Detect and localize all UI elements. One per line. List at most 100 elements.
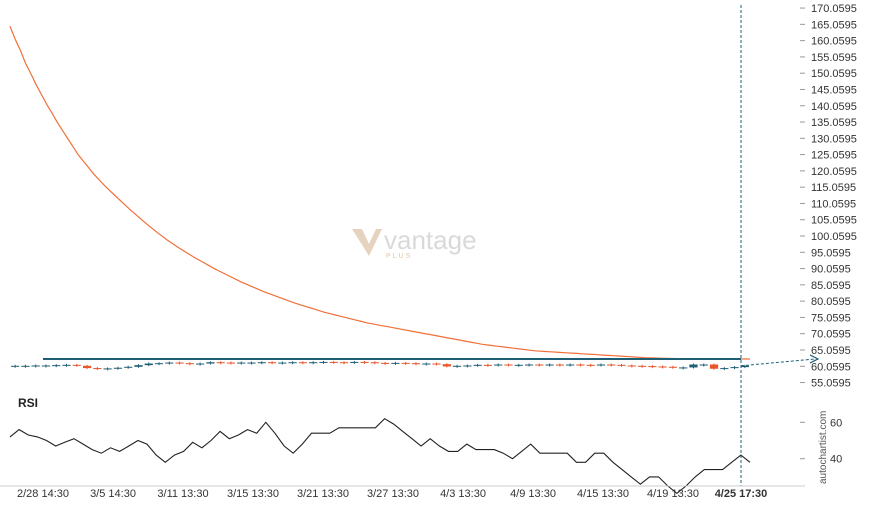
x-tick-label: 4/25 17:30 [715,488,768,500]
candle [432,363,441,365]
candle [31,365,40,367]
candle [267,362,277,364]
y-tick-label: 150.0595 [811,68,857,80]
candle [524,364,534,366]
y-tick-label: 165.0595 [811,19,857,31]
x-tick-label: 2/28 14:30 [17,488,69,500]
candle [401,362,410,364]
candle [514,364,523,366]
y-tick-label: 125.0595 [811,150,857,162]
y-tick-label: 75.0595 [811,312,851,324]
watermark-logo: vantage PLUS [352,225,477,260]
candle [360,361,369,363]
candle [154,363,164,365]
candle [72,364,81,366]
y-tick-label: 135.0595 [811,117,857,129]
projection-line [740,358,816,367]
candle [124,366,133,368]
candle [381,362,390,364]
watermark-text: vantage [384,225,477,255]
rsi-panel-title: RSI [18,396,38,410]
y-tick-label: 140.0595 [811,101,857,113]
y-tick-label: 155.0595 [811,52,857,64]
candle [668,366,678,368]
y-tick-label: 145.0595 [811,84,857,96]
candle [566,364,575,366]
candle [82,365,92,369]
x-tick-label: 3/5 14:30 [90,488,136,500]
candle [699,364,708,366]
candle [391,362,400,364]
y-tick-label: 60.0595 [811,361,851,373]
candle [319,361,328,363]
candle [473,364,482,366]
candle [329,361,338,363]
candle [288,362,297,364]
y-tick-label: 85.0595 [811,280,851,292]
candle [545,364,554,366]
candle [658,366,667,368]
candle [463,365,472,367]
candle [637,365,647,367]
x-tick-label: 4/15 13:30 [577,488,629,500]
candle [730,367,739,369]
candle [41,365,51,367]
brand-label: autochartist.com [818,411,829,484]
candle [689,364,698,368]
rsi-panel: RSI 60 40 [9,396,842,495]
candle [740,365,749,368]
candle [196,363,205,365]
candle [93,368,102,370]
candle [62,364,71,366]
candle [216,362,225,364]
candle [103,368,112,370]
x-tick-label: 4/3 13:30 [440,488,486,500]
watermark-subtext: PLUS [386,253,412,260]
y-tick-label: 90.0595 [811,264,851,276]
candle [648,366,657,368]
y-tick-label: 105.0595 [811,215,857,227]
candle [134,365,143,367]
candle [494,364,503,366]
candle [113,367,123,369]
candle [504,364,513,366]
candle [247,362,256,364]
price-panel: 170.0595 165.0595 160.0595 155.0595 150.0595… [9,3,857,390]
candle [21,365,30,367]
rsi-tick-label: 60 [830,417,842,429]
candle [339,362,349,364]
x-tick-label: 3/11 13:30 [157,488,208,500]
y-tick-label: 120.0595 [811,166,857,178]
candle [576,364,585,366]
candle [257,362,266,364]
candle [586,364,595,366]
candle [226,362,236,364]
x-tick-label: 3/27 13:30 [367,488,419,500]
candle [442,364,451,367]
candle [309,362,318,364]
y-tick-label: 160.0595 [811,36,857,48]
candle [422,363,431,365]
candle [607,364,616,366]
candle [237,362,246,364]
y-tick-label: 170.0595 [811,3,857,15]
y-tick-label: 70.0595 [811,329,851,341]
candle [617,364,626,366]
candle [627,365,636,367]
y-tick-label: 80.0595 [811,296,851,308]
y-tick-label: 130.0595 [811,133,857,145]
rsi-tick-label: 40 [830,454,842,466]
candle [535,364,544,366]
candle [709,364,719,369]
candle [185,363,194,365]
x-tick-label: 4/19 13:30 [647,488,699,500]
y-tick-label: 95.0595 [811,247,851,259]
candle [596,364,606,366]
y-tick-label: 110.0595 [811,198,856,210]
candle [175,362,184,364]
candle [411,363,421,365]
y-tick-label: 100.0595 [811,231,857,243]
rsi-line [9,418,751,495]
candle [483,364,493,366]
x-tick-label: 4/9 13:30 [510,488,556,500]
